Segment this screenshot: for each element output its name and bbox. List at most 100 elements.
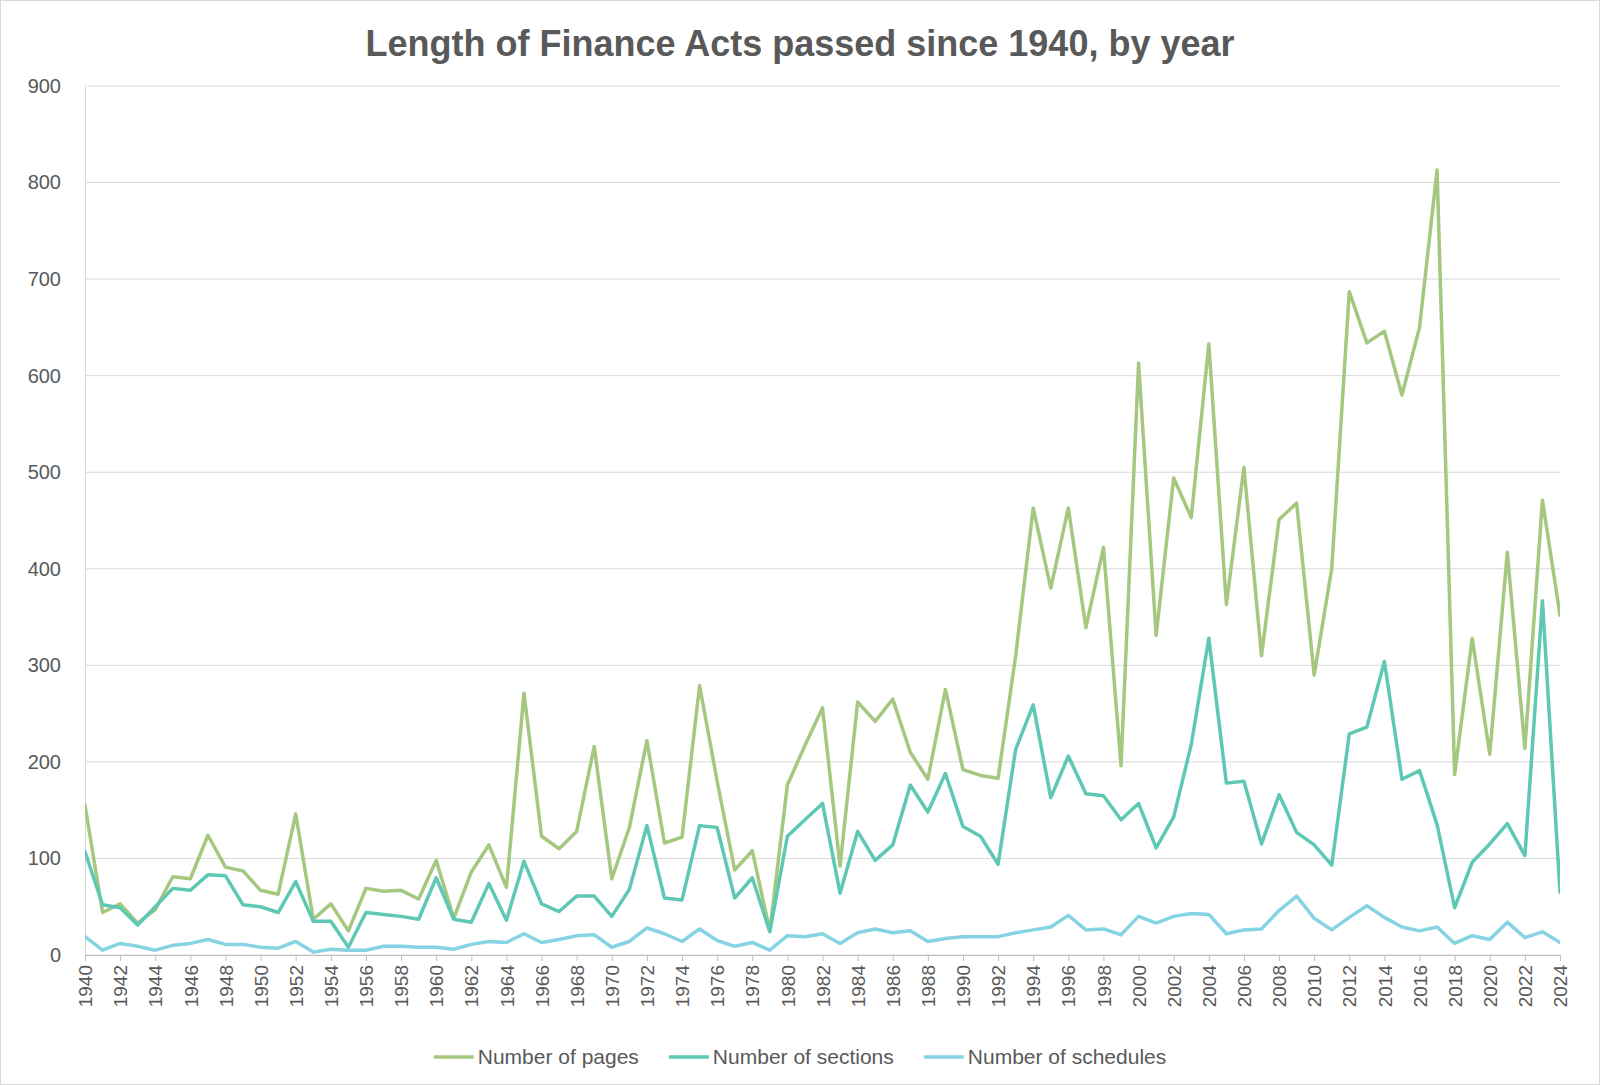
- x-tick-label: 1966: [532, 965, 553, 1007]
- grid-line: [85, 665, 1560, 666]
- legend-label: Number of sections: [713, 1045, 894, 1068]
- x-tick-mark: [155, 955, 156, 961]
- x-tick: 1950: [251, 955, 272, 1007]
- x-tick: 2000: [1129, 955, 1150, 1007]
- x-tick: 1960: [426, 955, 447, 1007]
- x-tick: 1970: [602, 955, 623, 1007]
- x-tick-label: 1946: [181, 965, 202, 1007]
- x-tick-mark: [893, 955, 894, 961]
- x-tick-mark: [366, 955, 367, 961]
- x-tick-label: 1974: [672, 965, 693, 1008]
- x-tick: 1940: [75, 955, 96, 1007]
- x-tick-label: 1952: [286, 965, 307, 1007]
- x-tick: 1944: [145, 955, 166, 1007]
- x-tick-mark: [1525, 955, 1526, 961]
- x-tick-mark: [1103, 955, 1104, 961]
- x-tick: 1976: [707, 955, 728, 1007]
- x-tick-label: 1960: [426, 965, 447, 1007]
- x-tick-label: 1982: [813, 965, 834, 1007]
- y-tick: 500: [28, 461, 85, 483]
- x-tick-label: 1970: [602, 965, 623, 1007]
- grid: [85, 86, 1560, 955]
- chart: Length of Finance Acts passed since 1940…: [0, 0, 1600, 1085]
- y-tick: 700: [28, 268, 85, 290]
- grid-line: [85, 568, 1560, 569]
- x-tick-mark: [1279, 955, 1280, 961]
- x-tick-mark: [1560, 955, 1561, 961]
- y-tick: 300: [28, 654, 85, 676]
- x-tick-mark: [436, 955, 437, 961]
- x-tick: 1966: [532, 955, 553, 1007]
- x-tick-mark: [190, 955, 191, 961]
- y-tick: 400: [28, 558, 85, 580]
- x-tick: 1988: [918, 955, 939, 1007]
- x-tick: 1972: [637, 955, 658, 1007]
- x-tick: 1990: [953, 955, 974, 1007]
- x-tick: 1956: [356, 955, 377, 1007]
- x-tick-mark: [1209, 955, 1210, 961]
- x-tick-mark: [506, 955, 507, 961]
- legend-swatch: [669, 1055, 709, 1059]
- x-tick-label: 1978: [742, 965, 763, 1007]
- x-tick: 1958: [391, 955, 412, 1007]
- x-tick: 1982: [813, 955, 834, 1007]
- y-tick-label: 500: [28, 461, 61, 483]
- legend: Number of pagesNumber of sectionsNumber …: [434, 1045, 1166, 1068]
- x-tick: 2014: [1375, 955, 1396, 1007]
- x-tick-mark: [752, 955, 753, 961]
- x-tick-mark: [1139, 955, 1140, 961]
- x-tick-label: 2018: [1445, 965, 1466, 1007]
- x-tick-mark: [1033, 955, 1034, 961]
- x-tick-label: 1996: [1058, 965, 1079, 1007]
- x-tick: 2002: [1164, 955, 1185, 1007]
- x-tick: 1948: [216, 955, 237, 1007]
- x-tick-label: 2000: [1129, 965, 1150, 1007]
- y-tick-label: 400: [28, 558, 61, 580]
- x-tick-mark: [787, 955, 788, 961]
- x-tick-mark: [1384, 955, 1385, 961]
- x-tick-mark: [577, 955, 578, 961]
- x-tick-label: 2012: [1339, 965, 1360, 1007]
- grid-line: [85, 86, 1560, 87]
- x-tick-mark: [823, 955, 824, 961]
- x-tick-label: 2014: [1375, 965, 1396, 1008]
- x-tick-mark: [1490, 955, 1491, 961]
- series-line: [85, 896, 1560, 952]
- x-tick-mark: [1244, 955, 1245, 961]
- x-tick-mark: [647, 955, 648, 961]
- x-tick-mark: [261, 955, 262, 961]
- grid-line: [85, 182, 1560, 183]
- x-tick-mark: [225, 955, 226, 961]
- y-tick-label: 800: [28, 171, 61, 193]
- x-tick-label: 1988: [918, 965, 939, 1007]
- x-tick-mark: [542, 955, 543, 961]
- x-tick-label: 1990: [953, 965, 974, 1007]
- x-tick: 1968: [567, 955, 588, 1007]
- x-tick-label: 1954: [321, 965, 342, 1008]
- y-tick-label: 700: [28, 268, 61, 290]
- x-tick-label: 1964: [497, 965, 518, 1008]
- x-tick-mark: [717, 955, 718, 961]
- plot: 0100200300400500600700800900194019421944…: [28, 75, 1572, 1007]
- y-axis-line: [85, 87, 86, 956]
- x-tick-label: 2008: [1269, 965, 1290, 1007]
- x-tick-label: 1998: [1094, 965, 1115, 1007]
- x-tick: 1994: [1023, 955, 1044, 1007]
- x-tick: 2004: [1199, 955, 1220, 1007]
- x-tick-label: 1992: [988, 965, 1009, 1007]
- x-tick-mark: [331, 955, 332, 961]
- x-tick-mark: [120, 955, 121, 961]
- x-tick-label: 2002: [1164, 965, 1185, 1007]
- x-tick-mark: [963, 955, 964, 961]
- x-tick-mark: [401, 955, 402, 961]
- x-tick-label: 1972: [637, 965, 658, 1007]
- x-tick-mark: [858, 955, 859, 961]
- x-tick-mark: [1314, 955, 1315, 961]
- y-tick: 800: [28, 171, 85, 193]
- x-tick-label: 1980: [778, 965, 799, 1007]
- legend-label: Number of pages: [478, 1045, 639, 1068]
- x-tick: 1946: [181, 955, 202, 1007]
- x-tick: 2022: [1515, 955, 1536, 1007]
- title: Length of Finance Acts passed since 1940…: [366, 23, 1235, 64]
- x-axis-line: [86, 956, 1561, 962]
